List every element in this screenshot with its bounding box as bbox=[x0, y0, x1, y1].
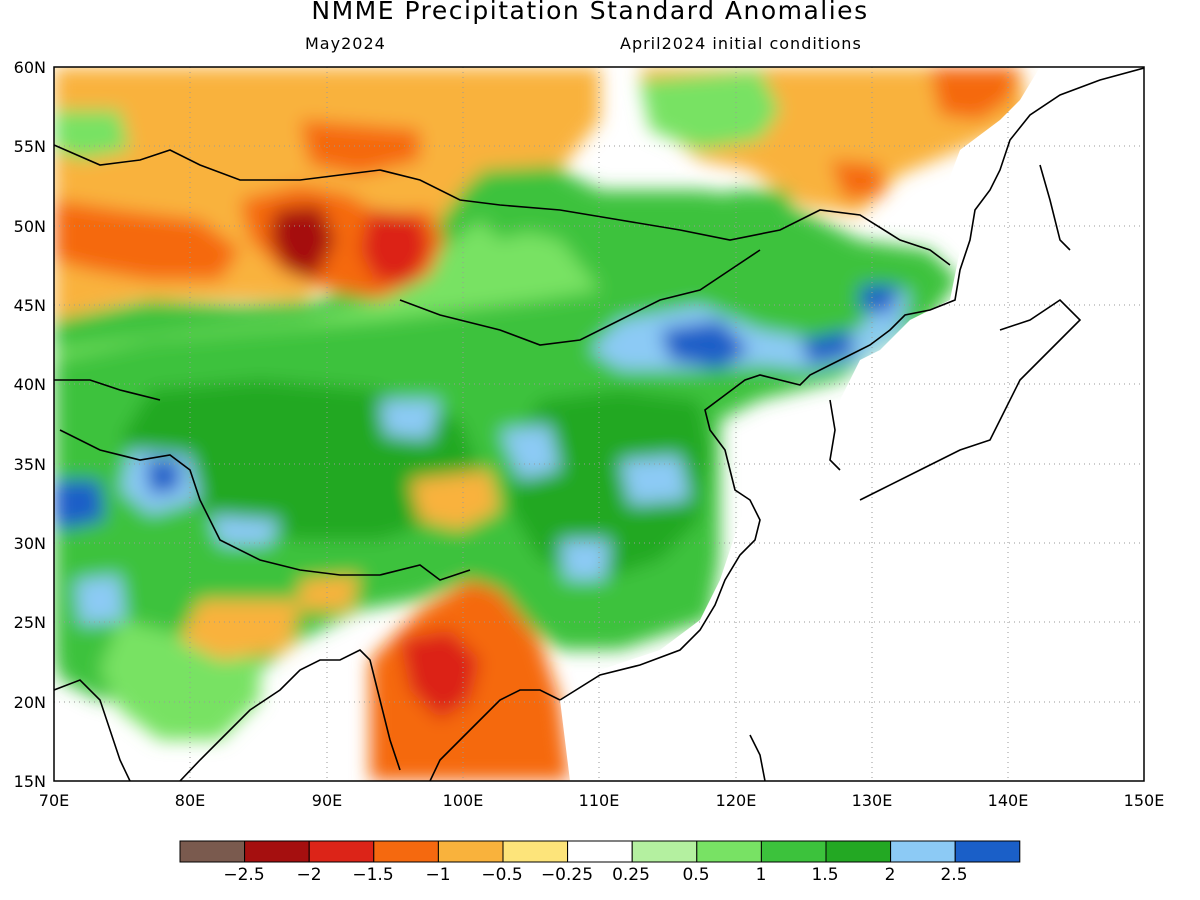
colorbar-swatch bbox=[954, 840, 1021, 863]
lon-label: 90E bbox=[312, 791, 342, 810]
lon-label: 100E bbox=[443, 791, 484, 810]
colorbar-labels: −2.5 −2 −1.5 −1 −0.5 −0.25 0.25 0.5 1 1.… bbox=[223, 865, 967, 885]
lat-label: 25N bbox=[14, 613, 46, 632]
lat-label: 40N bbox=[14, 375, 46, 394]
colorbar-swatch bbox=[308, 840, 375, 863]
lat-label: 50N bbox=[14, 217, 46, 236]
colorbar-label: 2.5 bbox=[940, 865, 967, 885]
colorbar-swatch bbox=[437, 840, 504, 863]
graticule bbox=[54, 67, 1144, 781]
lon-label: 120E bbox=[716, 791, 757, 810]
map-frame bbox=[53, 66, 1145, 782]
colorbar-swatch bbox=[890, 840, 956, 863]
colorbar-label: −0.25 bbox=[541, 865, 593, 885]
coastlines-borders bbox=[54, 67, 1144, 781]
lat-label: 35N bbox=[14, 455, 46, 474]
colorbar-label: −0.5 bbox=[481, 865, 522, 885]
anomaly-field bbox=[54, 67, 1144, 781]
colorbar-label: −2 bbox=[296, 865, 321, 885]
colorbar bbox=[179, 840, 1021, 863]
map-title: NMME Precipitation Standard Anomalies bbox=[311, 0, 869, 25]
lon-axis-labels: 70E 80E 90E 100E 110E 120E 130E 140E 150… bbox=[39, 791, 1165, 810]
colorbar-swatch bbox=[696, 840, 762, 863]
colorbar-swatch bbox=[244, 840, 310, 863]
lat-label: 20N bbox=[14, 693, 46, 712]
forecast-month: May2024 bbox=[305, 34, 386, 53]
lat-label: 45N bbox=[14, 296, 46, 315]
colorbar-label: 2 bbox=[885, 865, 896, 885]
colorbar-label: −1 bbox=[425, 865, 450, 885]
colorbar-label: 1.5 bbox=[811, 865, 838, 885]
colorbar-swatch bbox=[567, 840, 633, 863]
colorbar-swatch bbox=[825, 840, 892, 863]
colorbar-swatch bbox=[631, 840, 698, 863]
colorbar-swatch bbox=[179, 840, 246, 863]
lat-label: 60N bbox=[14, 58, 46, 77]
colorbar-label: −1.5 bbox=[352, 865, 393, 885]
colorbar-label: 0.5 bbox=[682, 865, 709, 885]
lat-axis-labels: 60N 55N 50N 45N 40N 35N 30N 25N 20N 15N bbox=[14, 58, 46, 791]
colorbar-swatch bbox=[760, 840, 827, 863]
lon-label: 110E bbox=[579, 791, 620, 810]
lon-label: 130E bbox=[852, 791, 893, 810]
colorbar-label: 1 bbox=[756, 865, 767, 885]
colorbar-swatch bbox=[502, 840, 569, 863]
colorbar-label: 0.25 bbox=[612, 865, 650, 885]
lon-label: 70E bbox=[39, 791, 69, 810]
lon-label: 80E bbox=[175, 791, 205, 810]
lat-label: 15N bbox=[14, 772, 46, 791]
lat-label: 30N bbox=[14, 534, 46, 553]
lat-label: 55N bbox=[14, 137, 46, 156]
lon-label: 140E bbox=[988, 791, 1029, 810]
lon-label: 150E bbox=[1124, 791, 1165, 810]
colorbar-swatch bbox=[373, 840, 439, 863]
initial-conditions: April2024 initial conditions bbox=[620, 34, 862, 53]
colorbar-label: −2.5 bbox=[223, 865, 264, 885]
